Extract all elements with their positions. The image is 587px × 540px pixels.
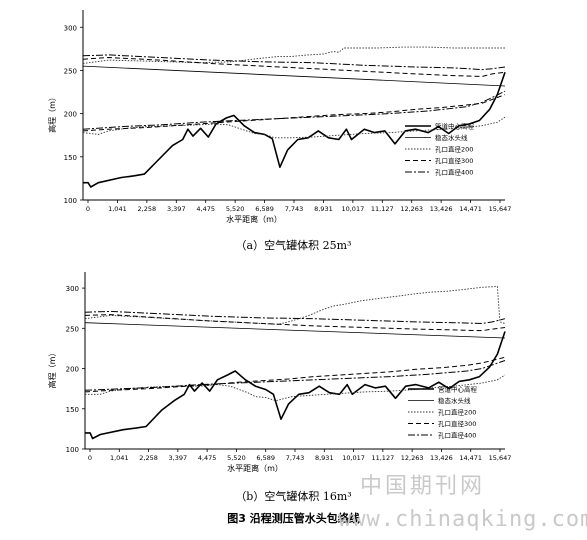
y-axis-label: 高程（m）: [47, 93, 57, 133]
x-tick-label: 15,647: [489, 205, 512, 213]
x-tick-label: 10,017: [342, 454, 365, 462]
legend-label: 孔口直径300: [438, 419, 476, 428]
series-line: [84, 286, 506, 325]
watermark-url: www.chinaqking.com: [338, 507, 587, 532]
y-tick-label: 150: [64, 154, 77, 162]
caption-a: （a）空气罐体积 25m³: [235, 239, 352, 252]
series-line: [85, 374, 506, 402]
legend-label: 孔口直径300: [435, 156, 473, 165]
series-line: [82, 46, 505, 64]
x-tick-label: 2,258: [138, 205, 157, 213]
series-line: [85, 331, 506, 440]
watermark-cn: 中国期刊网: [360, 474, 486, 499]
series-line: [82, 54, 506, 71]
y-tick-label: 100: [66, 446, 79, 454]
x-tick-label: 1,041: [108, 205, 127, 213]
legend-label: 稳态水头线: [435, 133, 468, 142]
legend-label: 稳态水头线: [438, 396, 471, 405]
y-tick-label: 200: [64, 111, 77, 119]
y-tick-label: 250: [66, 325, 79, 333]
x-tick-label: 12,263: [400, 205, 423, 213]
chart-svg: 100 150 200 250 300 0 1,041 2,258 3,397 4,475 5,52…: [47, 10, 512, 224]
x-axis-label: 水平距离（m）: [226, 214, 282, 224]
x-tick-label: 13,426: [430, 205, 453, 213]
series-line: [83, 71, 506, 188]
x-tick-label: 5,520: [227, 454, 246, 462]
chart-svg: 100 150 200 250 300 0 1,041 2,258 3,397 4,475 5,52…: [47, 272, 512, 473]
legend-label: 孔口直径400: [438, 431, 476, 440]
x-tick-label: 11,127: [371, 205, 394, 213]
series-line: [84, 310, 506, 324]
series-line: [82, 116, 506, 139]
legend-label: 孔口直径400: [435, 168, 473, 177]
series-line: [84, 314, 506, 332]
series-line: [84, 360, 506, 391]
x-tick-label: 3,397: [169, 454, 188, 462]
x-tick-label: 6,589: [255, 205, 274, 213]
x-tick-label: 2,258: [139, 454, 158, 462]
series-line: [84, 356, 506, 393]
x-tick-label: 12,263: [401, 454, 424, 462]
x-tick-label: 0: [86, 205, 90, 213]
series-line: [82, 94, 506, 132]
figure-title: 图3 沿程测压管水头包络线: [227, 512, 360, 525]
legend-label: 管道中心高程: [435, 122, 475, 131]
legend-label: 管道中心高程: [438, 385, 478, 394]
series-line: [82, 57, 506, 77]
x-tick-label: 6,589: [256, 454, 275, 462]
x-tick-label: 15,647: [489, 454, 512, 462]
series-line: [84, 322, 506, 339]
y-tick-label: 100: [64, 197, 77, 205]
chart-b: 100 150 200 250 300 0 1,041 2,258 3,397 4,475 5,52…: [0, 262, 587, 510]
series-line: [82, 90, 506, 130]
y-tick-label: 300: [66, 285, 79, 293]
legend-label: 孔口直径200: [438, 408, 476, 417]
y-tick-label: 150: [66, 406, 79, 414]
y-tick-label: 200: [66, 366, 79, 374]
x-tick-label: 4,475: [198, 454, 217, 462]
y-tick-label: 300: [64, 24, 77, 32]
x-tick-label: 7,743: [285, 205, 304, 213]
y-axis-label: 高程（m）: [47, 349, 57, 389]
x-tick-label: 0: [88, 454, 92, 462]
x-axis-label: 水平距离（m）: [227, 463, 283, 473]
y-tick-label: 250: [64, 67, 77, 75]
chart-a: 100 150 200 250 300 0 1,041 2,258 3,397 4,475 5,52…: [0, 0, 587, 262]
x-tick-label: 14,471: [459, 454, 482, 462]
x-tick-label: 8,931: [314, 205, 333, 213]
x-tick-label: 1,041: [110, 454, 129, 462]
series-line: [82, 65, 506, 87]
x-tick-label: 10,017: [341, 205, 364, 213]
legend-label: 孔口直径200: [435, 145, 473, 154]
x-tick-label: 5,520: [226, 205, 245, 213]
x-tick-label: 3,397: [167, 205, 186, 213]
x-tick-label: 4,475: [196, 205, 215, 213]
x-tick-label: 7,743: [286, 454, 305, 462]
x-tick-label: 13,426: [430, 454, 453, 462]
caption-b: （b）空气罐体积 16m³: [235, 490, 352, 503]
x-tick-label: 8,931: [315, 454, 334, 462]
x-tick-label: 14,471: [459, 205, 482, 213]
x-tick-label: 11,127: [371, 454, 394, 462]
